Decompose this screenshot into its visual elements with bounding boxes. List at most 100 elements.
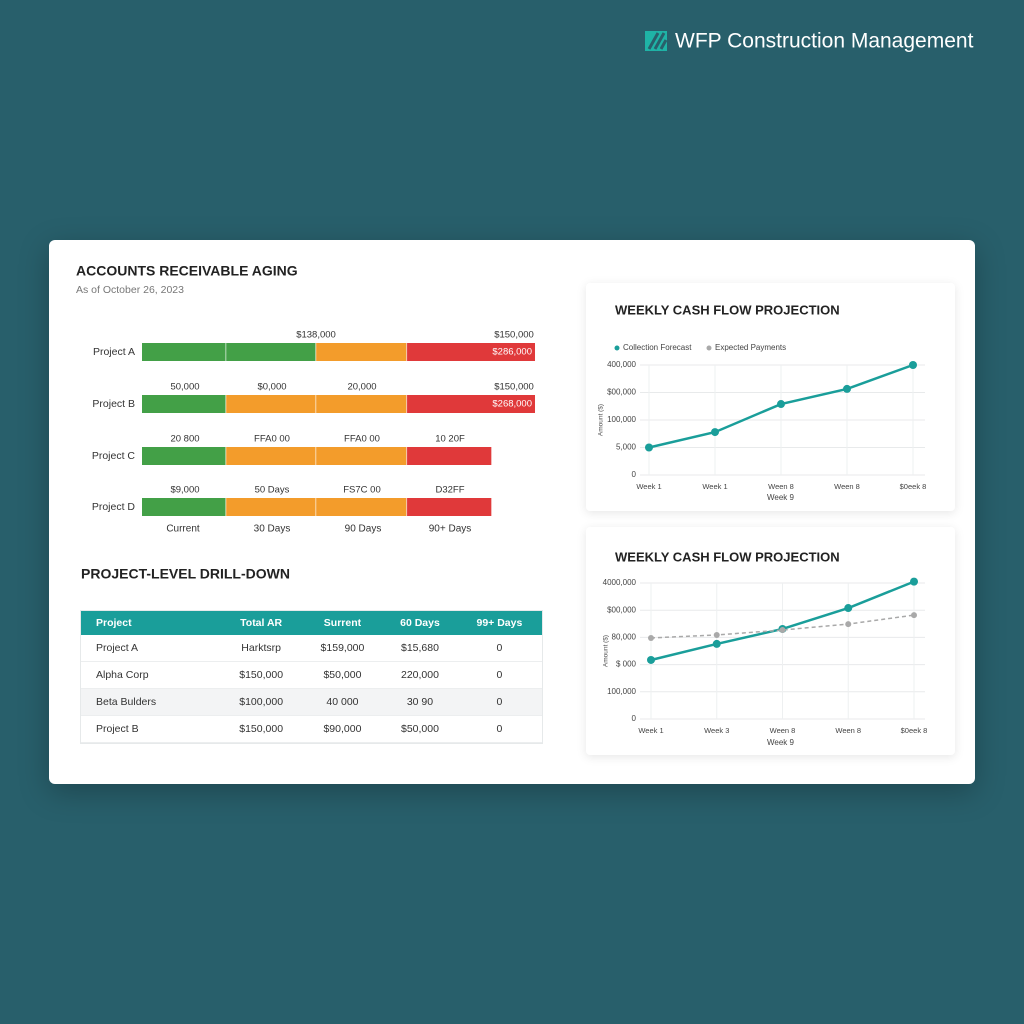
y-tick-label: 80,000 [612, 633, 637, 642]
bar-segment [406, 447, 492, 465]
bar-segment [315, 447, 407, 465]
y-tick-label: 4000,000 [603, 578, 637, 587]
series-point [909, 361, 917, 369]
chart-panel [586, 527, 955, 755]
bar-annotation: 50,000 [170, 382, 199, 393]
chart-title: WEEKLY CASH FLOW PROJECTION [615, 302, 840, 317]
bar-annotation: 10 20F [435, 434, 465, 445]
y-tick-label: 5,000 [616, 443, 637, 452]
legend-swatch [706, 345, 712, 351]
bar-annotation: $150,000 [494, 382, 534, 393]
x-axis-title: Week 9 [767, 493, 795, 502]
bar-annotation: 20 800 [170, 434, 199, 445]
x-tick-label: Week 3 [704, 726, 729, 735]
y-tick-label: 0 [632, 714, 637, 723]
series-point [713, 631, 720, 638]
bar-annotation: $138,000 [296, 330, 336, 341]
table-cell: Beta Bulders [81, 688, 221, 716]
table-cell: $15,680 [383, 635, 457, 662]
bucket-label: Current [166, 524, 200, 535]
column-header: 99+ Days [456, 611, 542, 635]
x-tick-label: Ween 8 [770, 726, 796, 735]
bar-annotation: FFA0 00 [254, 434, 290, 445]
x-axis-title: Week 9 [767, 738, 795, 747]
y-axis-title: Amount ($) [603, 635, 610, 667]
bar-annotation: 20,000 [347, 382, 376, 393]
table-cell: 220,000 [383, 661, 457, 689]
table-cell: 30 90 [383, 688, 457, 716]
drill-down-table: Project Total AR Surrent 60 Days 99+ Days Pro… [81, 611, 542, 743]
table-row: Project A Harktsrp $159,000 $15,680 0 [81, 635, 542, 662]
column-header: 60 Days [383, 611, 457, 635]
table-row: Project B $150,000 $90,000 $50,000 0 [81, 715, 542, 743]
bar-annotation: $9,000 [170, 485, 199, 496]
x-tick-label: Week 1 [702, 482, 727, 491]
aging-title: ACCOUNTS RECEIVABLE AGING [76, 263, 298, 279]
bar-segment [225, 343, 316, 361]
series-point [910, 577, 918, 586]
bar-segment [315, 395, 407, 413]
bar-annotation: $286,000 [492, 347, 532, 358]
legend-label: Collection Forecast [623, 343, 692, 352]
y-tick-label: 100,000 [607, 415, 636, 424]
x-tick-label: Week 1 [638, 726, 663, 735]
table-cell: $150,000 [220, 715, 302, 743]
x-tick-label: Week 1 [636, 482, 661, 491]
bar-annotation: $150,000 [494, 330, 534, 341]
chart-title: WEEKLY CASH FLOW PROJECTION [615, 549, 840, 564]
bucket-label: 90 Days [345, 524, 382, 535]
row-label: Project A [93, 346, 135, 358]
bucket-label: 30 Days [254, 524, 291, 535]
table-cell: $90,000 [301, 715, 384, 743]
series-point [711, 428, 719, 437]
bar-segment [225, 498, 316, 516]
bar-annotation: $0,000 [257, 382, 286, 393]
bar-segment [142, 395, 226, 413]
y-axis-title: Amount ($) [598, 404, 605, 436]
bar-segment [315, 498, 407, 516]
x-tick-label: Ween 8 [768, 482, 794, 491]
y-tick-label: $00,000 [607, 605, 636, 614]
bar-segment [406, 343, 535, 361]
bar-annotation: D32FF [435, 485, 464, 496]
table-title: PROJECT-LEVEL DRILL-DOWN [81, 566, 290, 582]
series-point [648, 634, 654, 641]
table-cell: $150,000 [220, 661, 302, 689]
bar-segment [142, 498, 226, 516]
bar-annotation: $268,000 [492, 399, 532, 410]
table-cell: Harktsrp [220, 635, 302, 662]
table-cell: $100,000 [220, 688, 302, 716]
series-point [645, 443, 653, 452]
y-tick-label: $00,000 [607, 388, 636, 397]
table-cell: 0 [456, 661, 542, 689]
column-header: Surrent [301, 611, 384, 635]
row-label: Project D [92, 501, 136, 513]
legend-label: Expected Payments [715, 343, 786, 352]
x-tick-label: Ween 8 [835, 726, 861, 735]
brand-name: WFP Construction Management [675, 30, 974, 53]
x-tick-label: $0eek 8 [901, 726, 928, 735]
column-header: Total AR [220, 611, 302, 635]
table-row: Beta Bulders $100,000 40 000 30 90 0 [81, 688, 542, 716]
bar-segment [406, 395, 535, 413]
table-cell: 0 [456, 688, 542, 716]
row-label: Project B [92, 398, 135, 410]
series-point [843, 384, 851, 393]
y-tick-label: 100,000 [607, 687, 636, 696]
series-line [650, 614, 915, 639]
bucket-label: 90+ Days [429, 524, 472, 535]
legend-swatch [614, 345, 620, 351]
bar-annotation: FS7C 00 [343, 485, 381, 496]
table-cell: 0 [456, 635, 542, 662]
bar-segment [315, 343, 407, 361]
table-cell: 0 [456, 715, 542, 743]
series-point [911, 612, 917, 619]
y-tick-label: 0 [632, 470, 637, 479]
series-point [845, 621, 852, 628]
bar-annotation: FFA0 00 [344, 434, 380, 445]
series-point [712, 639, 721, 648]
column-header: Project [81, 611, 221, 635]
table-cell: $50,000 [301, 661, 384, 689]
table-cell: Alpha Corp [81, 661, 221, 689]
